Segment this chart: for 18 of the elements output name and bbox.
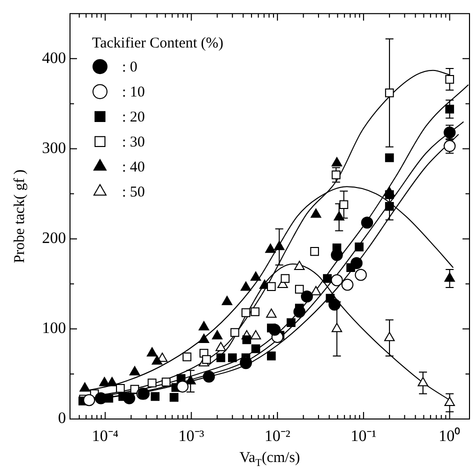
x-tick-label: 10⁻¹ <box>350 428 377 445</box>
legend-label: : 10 <box>122 84 145 101</box>
y-tick-label: 100 <box>42 320 66 338</box>
legend-title: Tackifier Content (%) <box>92 36 224 52</box>
y-tick-label: 300 <box>42 140 66 157</box>
x-tick-label: 10⁻² <box>264 428 291 445</box>
legend-label: : 50 <box>122 184 145 201</box>
legend-label: : 40 <box>122 160 145 176</box>
x-tick-label: 10⁻³ <box>178 428 204 445</box>
y-tick-label: 400 <box>42 50 66 67</box>
y-tick-label: 200 <box>42 230 66 248</box>
legend-label: : 0 <box>122 60 138 76</box>
legend-label: : 30 <box>122 134 145 151</box>
x-tick-label: 10⁰ <box>438 426 461 445</box>
x-tick-label: 10⁻⁴ <box>92 428 119 445</box>
legend-label: : 20 <box>122 110 145 126</box>
y-tick-label: 0 <box>58 410 66 428</box>
y-axis-title: Probe tack( gf ) <box>12 169 28 264</box>
